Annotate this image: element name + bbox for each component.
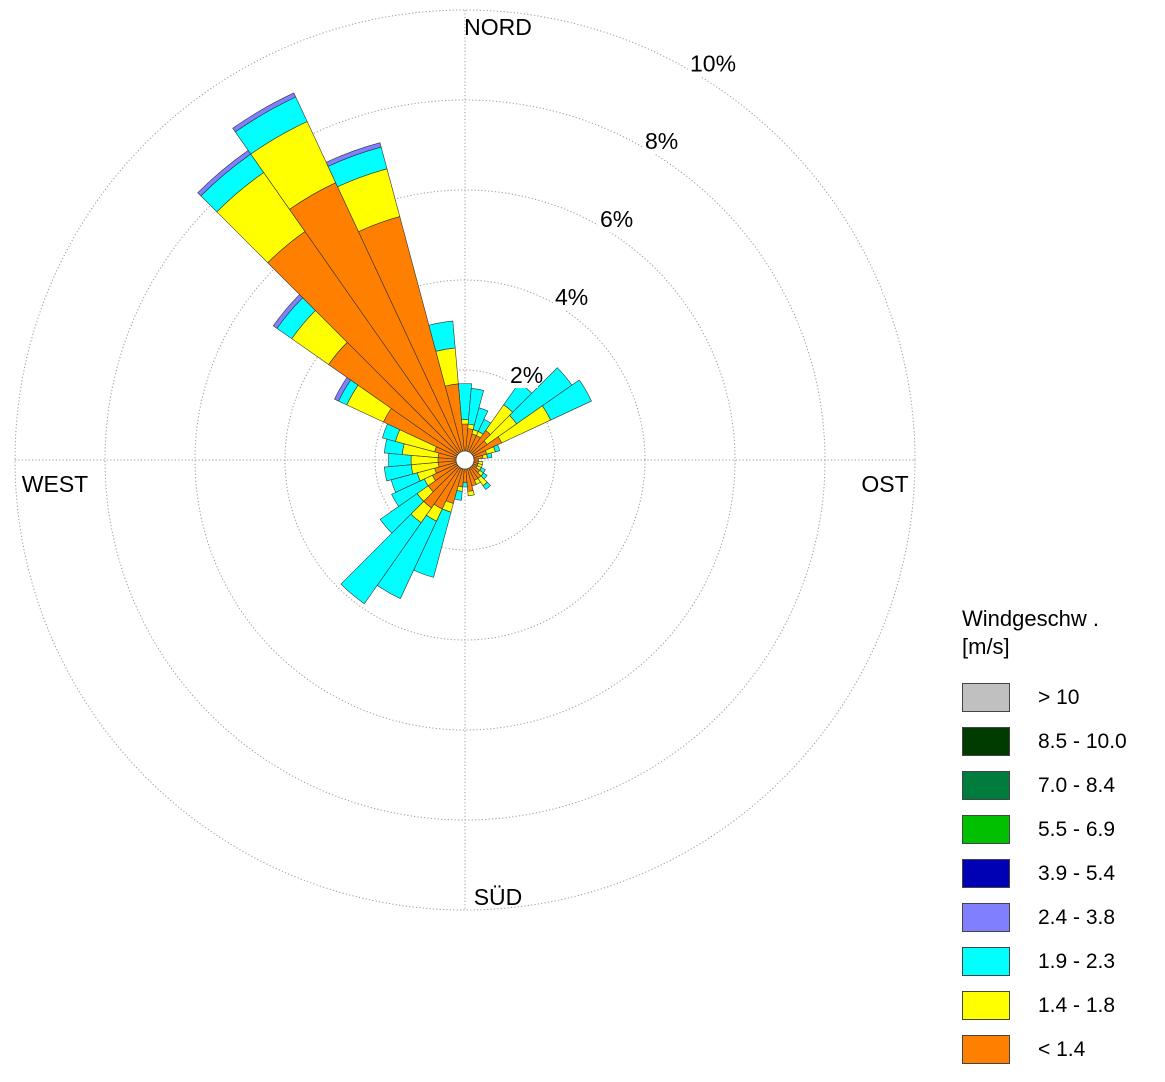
legend-title-line-1: Windgeschw . [962,605,1162,633]
legend-label: < 1.4 [1038,1038,1085,1062]
bar-180deg-bin-2 [463,482,468,487]
legend-entry: 2.4 - 3.8 [962,903,1162,932]
ring-label-4: 4% [555,284,588,310]
direction-label-east: OST [861,471,908,497]
legend-label: 7.0 - 8.4 [1038,774,1115,798]
ring-label-2: 2% [510,362,543,388]
legend-swatch [962,683,1010,712]
legend-entry: < 1.4 [962,1035,1162,1064]
legend-swatch [962,947,1010,976]
direction-label-west: WEST [22,471,88,497]
legend-entry: 3.9 - 5.4 [962,859,1162,888]
ring-label-6: 6% [600,206,633,232]
legend-label: 2.4 - 3.8 [1038,906,1115,930]
legend-swatch [962,815,1010,844]
bar-170deg-bin-1 [468,490,475,495]
legend-entries: > 10 8.5 - 10.0 7.0 - 8.4 5.5 - 6.9 3.9 - 5.… [962,683,1162,1064]
wind-rose-bars [198,93,592,604]
legend-swatch [962,1035,1010,1064]
legend-swatch [962,859,1010,888]
legend-label: 5.5 - 6.9 [1038,818,1115,842]
bar-270deg-bin-2 [389,453,412,466]
legend-swatch [962,771,1010,800]
bar-0deg-bin-1 [461,420,468,425]
bar-80deg-bin-2 [487,453,492,458]
legend-swatch [962,991,1010,1020]
legend-title-line-2: [m/s] [962,633,1162,661]
legend-label: 3.9 - 5.4 [1038,862,1115,886]
legend-title: Windgeschw . [m/s] [962,605,1162,661]
legend-entry: 1.9 - 2.3 [962,947,1162,976]
legend-label: 1.4 - 1.8 [1038,994,1115,1018]
legend-entry: 1.4 - 1.8 [962,991,1162,1020]
legend-entry: 5.5 - 6.9 [962,815,1162,844]
legend-label: 1.9 - 2.3 [1038,950,1115,974]
direction-label-south: SÜD [474,884,523,910]
legend-entry: 7.0 - 8.4 [962,771,1162,800]
ring-label-10: 10% [690,50,736,76]
ring-label-8: 8% [645,128,678,154]
legend-label: > 10 [1038,686,1079,710]
legend-entry: > 10 [962,683,1162,712]
wind-rose-chart: NORD OST SÜD WEST 2% 4% 6% 8% 10% [0,0,930,930]
legend-swatch [962,727,1010,756]
legend-swatch [962,903,1010,932]
legend: Windgeschw . [m/s] > 10 8.5 - 10.0 7.0 - 8… [962,605,1162,1079]
legend-entry: 8.5 - 10.0 [962,727,1162,756]
direction-label-north: NORD [464,14,532,40]
center-hole [456,451,474,469]
legend-label: 8.5 - 10.0 [1038,730,1127,754]
